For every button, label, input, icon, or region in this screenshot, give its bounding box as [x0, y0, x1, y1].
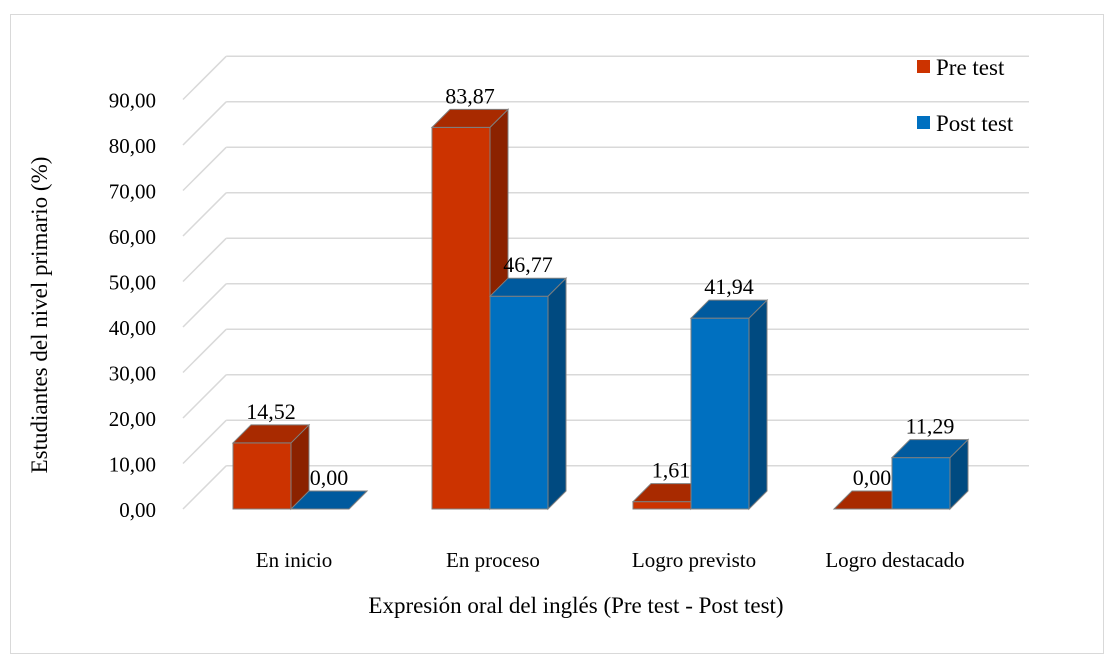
- bar-front: [690, 317, 750, 510]
- legend-label: Post test: [936, 111, 1014, 136]
- y-tick-label: 90,00: [109, 89, 156, 113]
- bar-top: [231, 424, 311, 444]
- bar-top: [890, 439, 970, 459]
- data-label: 14,52: [246, 399, 296, 424]
- chart-canvas: 0,00 10,00 20,00 30,00 40,00 50,00 60,00 70,00 8…: [27, 55, 1029, 618]
- bar-top: [289, 490, 369, 510]
- y-tick-label: 80,00: [109, 134, 156, 158]
- gridline-diagonal: [182, 101, 227, 146]
- bar-side: [547, 276, 567, 511]
- gridline-diagonal: [182, 465, 227, 510]
- bar-post-test-1: [488, 276, 568, 511]
- y-tick-label: 50,00: [109, 271, 156, 295]
- data-label: 11,29: [906, 414, 955, 439]
- gridline-diagonal: [182, 419, 227, 465]
- y-tick-label: 40,00: [109, 316, 156, 340]
- data-label: 0,00: [853, 465, 892, 490]
- chart-frame: 0,00 10,00 20,00 30,00 40,00 50,00 60,00 70,00 8…: [10, 14, 1104, 654]
- y-tick-label: 0,00: [119, 498, 156, 522]
- x-tick-label: En inicio: [256, 548, 332, 572]
- data-labels: 14,52 0,00 83,87 46,77 1,61 41,94 0,00 11,29: [246, 83, 954, 490]
- y-tick-label: 70,00: [109, 180, 156, 204]
- data-label: 41,94: [704, 274, 754, 299]
- y-tick-label: 30,00: [109, 362, 156, 386]
- y-axis-title: Estudiantes del nivel primario (%): [27, 157, 52, 474]
- x-axis-ticks: En inicio En proceso Logro previsto Logro d…: [256, 548, 965, 572]
- bar-post-test-3: [890, 438, 970, 511]
- legend-swatch: [917, 116, 930, 129]
- y-tick-label: 20,00: [109, 407, 156, 431]
- bars: [231, 108, 970, 511]
- gridline-diagonal: [182, 192, 227, 237]
- y-tick-label: 10,00: [109, 453, 156, 477]
- data-label: 83,87: [445, 83, 495, 108]
- x-tick-label: En proceso: [446, 548, 540, 572]
- bar-front: [232, 442, 292, 510]
- bar-top: [488, 277, 568, 297]
- gridline-diagonal: [182, 237, 227, 283]
- bar-front: [632, 501, 692, 510]
- legend: Pre test Post test: [917, 55, 1014, 136]
- legend-label: Pre test: [936, 55, 1005, 80]
- gridline-diagonal: [182, 374, 227, 419]
- gridline-diagonal: [182, 55, 227, 101]
- bar-post-test-0: [289, 490, 369, 510]
- x-tick-label: Logro destacado: [825, 548, 964, 572]
- x-axis-title: Expresión oral del inglés (Pre test - Po…: [368, 593, 783, 618]
- bar-top: [430, 108, 510, 128]
- gridline-diagonal: [182, 146, 227, 192]
- data-label: 1,61: [652, 458, 691, 483]
- bar-top: [689, 299, 769, 319]
- legend-item-post-test: Post test: [917, 111, 1014, 136]
- y-axis-ticks: 0,00 10,00 20,00 30,00 40,00 50,00 60,00 70,00 8…: [109, 89, 156, 523]
- bar-post-test-2: [689, 298, 769, 511]
- gridline-diagonal: [182, 283, 227, 328]
- legend-item-pre-test: Pre test: [917, 55, 1005, 80]
- gridlines: [182, 55, 1029, 510]
- data-label: 46,77: [503, 252, 553, 277]
- bar-front: [431, 126, 491, 510]
- gridline-diagonal: [182, 328, 227, 374]
- y-tick-label: 60,00: [109, 225, 156, 249]
- data-label: 0,00: [310, 465, 349, 490]
- legend-swatch: [917, 60, 930, 73]
- bar-front: [891, 457, 951, 510]
- bar-side: [748, 298, 768, 511]
- bar-pre-test-0: [231, 423, 311, 511]
- x-tick-label: Logro previsto: [632, 548, 756, 572]
- bar-front: [489, 295, 549, 510]
